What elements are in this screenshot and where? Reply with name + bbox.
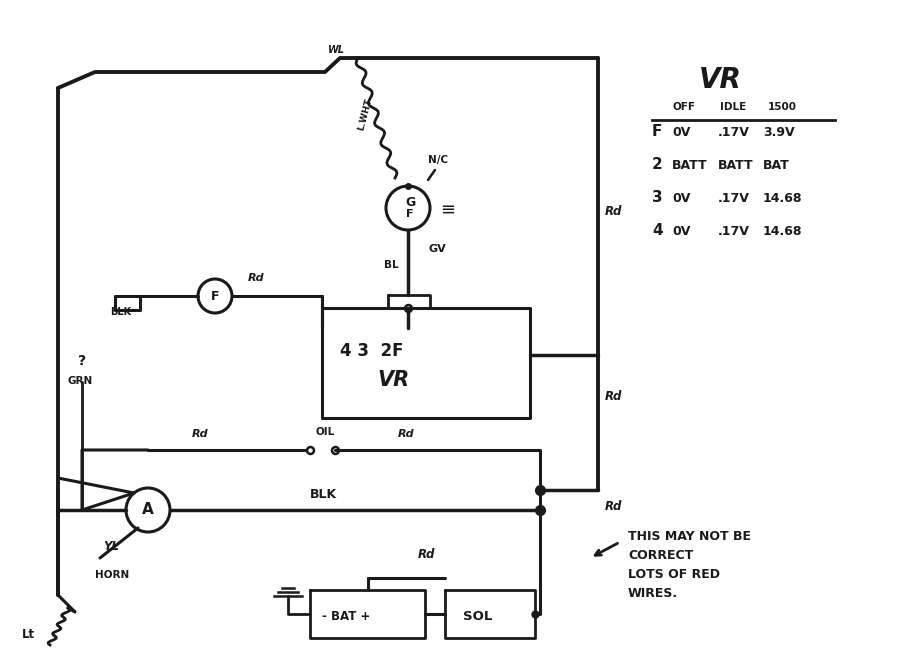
Text: IDLE: IDLE — [720, 102, 747, 112]
Text: 0V: 0V — [672, 126, 691, 139]
Text: Rd: Rd — [192, 429, 209, 439]
Text: ?: ? — [78, 354, 86, 368]
Text: VR: VR — [377, 370, 409, 390]
Text: HORN: HORN — [95, 570, 129, 580]
Text: 0V: 0V — [672, 192, 691, 205]
Text: Rd: Rd — [398, 429, 414, 439]
Text: BLK: BLK — [110, 307, 131, 317]
Text: 4 3  2F: 4 3 2F — [340, 342, 404, 360]
Text: BL: BL — [384, 260, 398, 270]
Text: .17V: .17V — [718, 192, 750, 205]
Text: Rd: Rd — [605, 205, 623, 218]
Text: WL: WL — [328, 45, 345, 55]
Text: BATT: BATT — [672, 159, 708, 172]
Text: THIS MAY NOT BE
CORRECT
LOTS OF RED
WIRES.: THIS MAY NOT BE CORRECT LOTS OF RED WIRE… — [628, 530, 751, 600]
Text: 1500: 1500 — [768, 102, 797, 112]
Text: .17V: .17V — [718, 126, 750, 139]
Text: 3: 3 — [652, 190, 662, 205]
Text: BLK: BLK — [310, 488, 338, 501]
Text: BATT: BATT — [718, 159, 754, 172]
Text: GV: GV — [428, 244, 446, 254]
Text: Rd: Rd — [248, 273, 264, 283]
Text: F: F — [211, 290, 219, 302]
Text: Lt: Lt — [22, 628, 35, 641]
Text: G: G — [405, 195, 415, 209]
Text: GRN: GRN — [67, 376, 92, 386]
Text: 2: 2 — [652, 157, 662, 172]
Text: F: F — [406, 209, 414, 219]
Text: 4: 4 — [652, 223, 662, 238]
Text: SOL: SOL — [463, 609, 492, 622]
Text: 3.9V: 3.9V — [763, 126, 795, 139]
Text: F: F — [652, 124, 662, 139]
Text: 14.68: 14.68 — [763, 225, 803, 238]
Text: A: A — [142, 502, 154, 518]
Text: YL: YL — [103, 540, 119, 553]
Text: Rd: Rd — [605, 500, 623, 513]
Text: Rd: Rd — [605, 390, 623, 403]
Text: L.WHT: L.WHT — [356, 98, 373, 132]
Text: - BAT +: - BAT + — [322, 609, 370, 622]
Text: Rd: Rd — [418, 548, 435, 561]
Text: 0V: 0V — [672, 225, 691, 238]
Text: ≡: ≡ — [440, 201, 455, 219]
Text: OFF: OFF — [672, 102, 695, 112]
Text: OIL: OIL — [315, 427, 334, 437]
Text: .17V: .17V — [718, 225, 750, 238]
Text: BAT: BAT — [763, 159, 790, 172]
Text: N/C: N/C — [428, 155, 448, 165]
Text: 14.68: 14.68 — [763, 192, 803, 205]
Text: VR: VR — [699, 66, 741, 94]
